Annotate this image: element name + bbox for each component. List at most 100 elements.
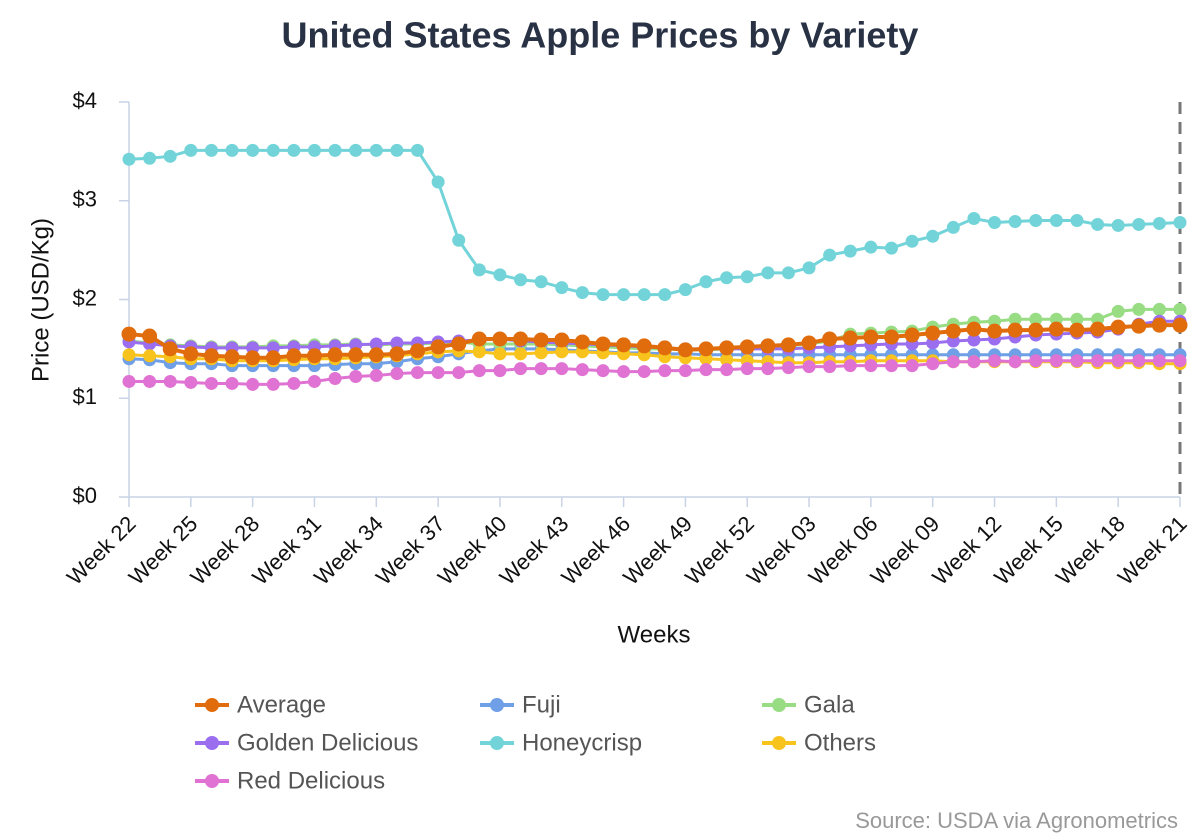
data-point bbox=[246, 377, 260, 391]
legend-marker bbox=[490, 698, 504, 712]
data-point bbox=[822, 331, 838, 347]
data-point bbox=[575, 286, 589, 300]
data-point bbox=[452, 366, 466, 380]
data-point bbox=[719, 340, 735, 356]
x-tick-label: Week 21 bbox=[1113, 511, 1192, 590]
data-point bbox=[348, 347, 364, 363]
data-point bbox=[554, 332, 570, 348]
data-point bbox=[617, 365, 631, 379]
data-point bbox=[637, 288, 651, 302]
data-point bbox=[246, 143, 260, 157]
data-point bbox=[677, 342, 693, 358]
data-point bbox=[1007, 322, 1023, 338]
data-point bbox=[1132, 354, 1146, 368]
data-point bbox=[967, 333, 981, 347]
data-point bbox=[637, 365, 651, 379]
data-point bbox=[946, 220, 960, 234]
data-point bbox=[1173, 215, 1187, 229]
data-point bbox=[1070, 354, 1084, 368]
data-point bbox=[760, 338, 776, 354]
data-point bbox=[1008, 214, 1022, 228]
data-point bbox=[1172, 317, 1188, 333]
data-point bbox=[472, 364, 486, 378]
data-point bbox=[987, 323, 1003, 339]
data-point bbox=[286, 348, 302, 364]
data-point bbox=[410, 343, 426, 359]
data-point bbox=[533, 332, 549, 348]
data-point bbox=[534, 346, 548, 360]
legend-label: Average bbox=[237, 691, 326, 718]
data-point bbox=[143, 151, 157, 165]
data-point bbox=[843, 359, 857, 373]
data-point bbox=[658, 288, 672, 302]
data-point bbox=[183, 346, 199, 362]
data-point bbox=[780, 337, 796, 353]
data-point bbox=[1111, 354, 1125, 368]
legend-label: Others bbox=[804, 729, 876, 756]
data-point bbox=[122, 348, 136, 362]
y-tick-label: $2 bbox=[73, 285, 97, 310]
data-point bbox=[596, 288, 610, 302]
y-tick-label: $1 bbox=[73, 384, 97, 409]
data-point bbox=[431, 366, 445, 380]
data-point bbox=[204, 376, 218, 390]
data-point bbox=[143, 349, 157, 363]
data-point bbox=[720, 271, 734, 285]
data-point bbox=[781, 266, 795, 280]
legend-label: Gala bbox=[804, 691, 855, 718]
data-point bbox=[224, 349, 240, 365]
data-point bbox=[967, 212, 981, 226]
data-point bbox=[1091, 217, 1105, 231]
data-point bbox=[327, 347, 343, 363]
data-point bbox=[225, 143, 239, 157]
data-point bbox=[698, 341, 714, 357]
data-point bbox=[368, 347, 384, 363]
data-point bbox=[575, 363, 589, 377]
data-point bbox=[411, 143, 425, 157]
data-point bbox=[411, 366, 425, 380]
data-point bbox=[1049, 214, 1063, 227]
data-point bbox=[720, 353, 734, 367]
data-point bbox=[162, 341, 178, 357]
data-point bbox=[801, 335, 817, 351]
data-point bbox=[925, 325, 941, 341]
data-point bbox=[1152, 354, 1166, 368]
data-point bbox=[1029, 214, 1043, 227]
data-point bbox=[781, 361, 795, 375]
legend-label: Fuji bbox=[522, 691, 561, 718]
legend-marker bbox=[490, 736, 504, 750]
data-point bbox=[864, 240, 878, 254]
data-point bbox=[349, 370, 363, 384]
data-point bbox=[1048, 321, 1064, 337]
data-point bbox=[431, 175, 445, 189]
data-point bbox=[204, 143, 218, 157]
data-point bbox=[287, 143, 301, 157]
x-axis-title: Weeks bbox=[618, 621, 691, 648]
data-point bbox=[390, 336, 404, 350]
data-point bbox=[1110, 319, 1126, 335]
data-point bbox=[514, 362, 528, 376]
series-line bbox=[128, 347, 1180, 368]
data-point bbox=[266, 377, 280, 391]
data-point bbox=[451, 336, 467, 352]
data-point bbox=[1070, 214, 1084, 227]
source-note: Source: USDA via Agronometrics bbox=[855, 808, 1178, 833]
data-point bbox=[1132, 217, 1146, 231]
data-point bbox=[842, 330, 858, 346]
data-point bbox=[761, 266, 775, 280]
data-point bbox=[966, 321, 982, 337]
data-point bbox=[1070, 312, 1084, 326]
data-point bbox=[493, 364, 507, 378]
legend-label: Red Delicious bbox=[237, 767, 385, 794]
data-point bbox=[1069, 322, 1085, 338]
legend-marker bbox=[205, 774, 219, 788]
legend-marker bbox=[772, 736, 786, 750]
data-point bbox=[967, 355, 981, 369]
data-point bbox=[802, 261, 816, 275]
data-point bbox=[307, 143, 321, 157]
data-point bbox=[513, 331, 529, 347]
data-point bbox=[390, 367, 404, 381]
data-point bbox=[740, 362, 754, 376]
